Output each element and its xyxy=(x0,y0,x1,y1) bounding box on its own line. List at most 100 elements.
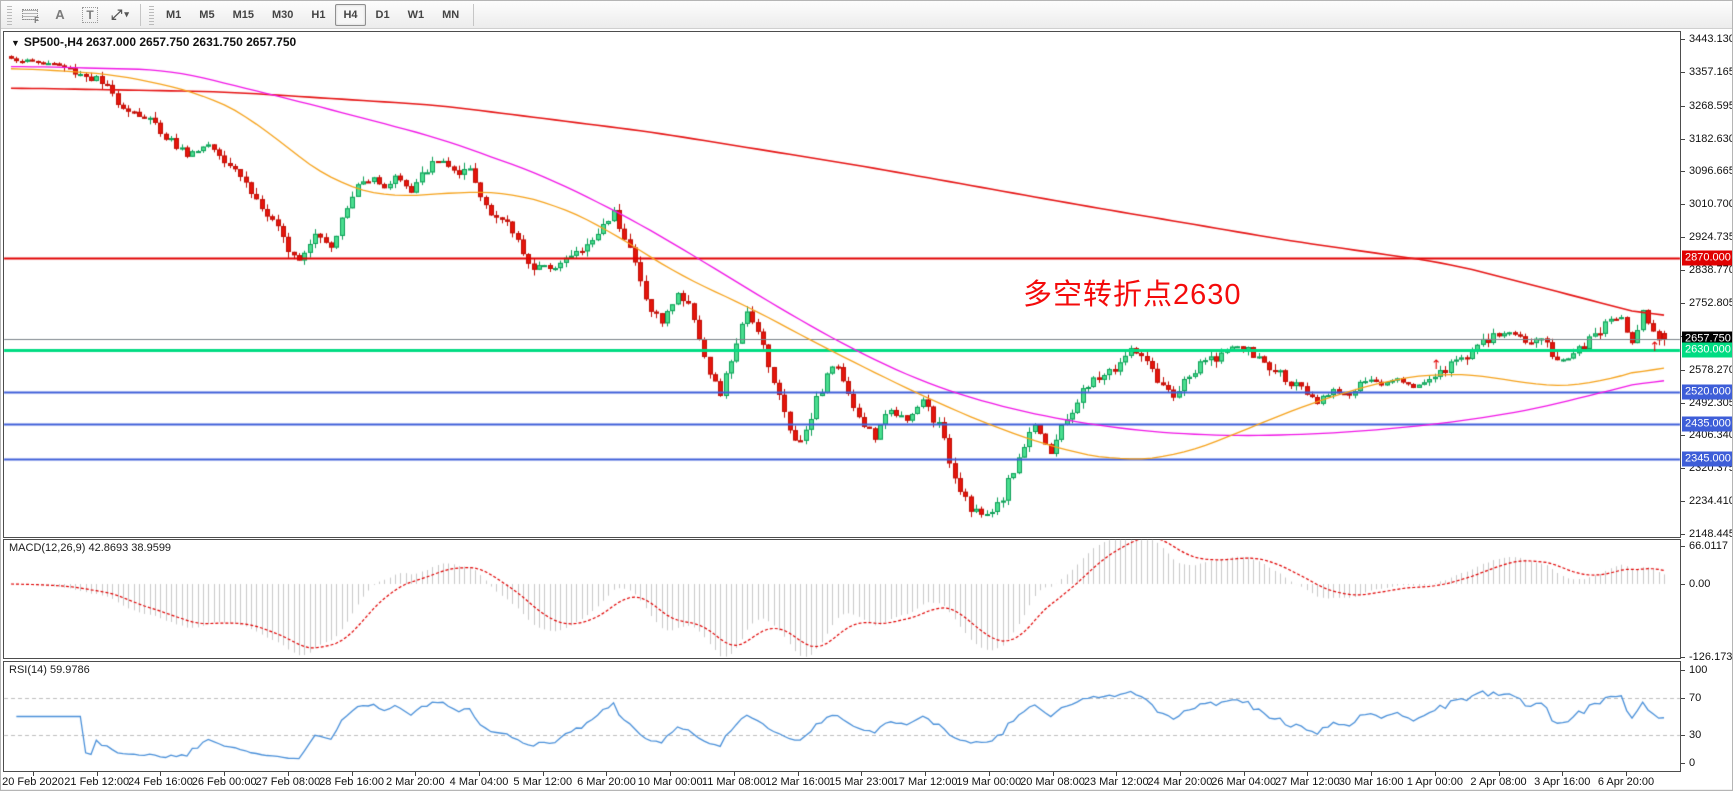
time-tick-mark xyxy=(606,772,608,776)
time-tick-label: 3 Apr 16:00 xyxy=(1534,776,1591,788)
time-tick-mark xyxy=(287,772,289,776)
price-level-label: 2630.000 xyxy=(1682,342,1732,358)
axis-tick-mark xyxy=(1681,468,1685,470)
axis-tick-mark xyxy=(1681,402,1685,404)
axis-tick-mark xyxy=(1681,138,1685,140)
macd-indicator-label: MACD(12,26,9) 42.8693 38.9599 xyxy=(9,542,172,554)
axis-tick-mark xyxy=(1681,501,1685,503)
time-tick-mark xyxy=(1562,772,1564,776)
price-axis[interactable]: 3443.130 3357.165 3268.595 3182.630 3096.665… xyxy=(1681,31,1733,772)
time-tick-mark xyxy=(988,772,990,776)
time-tick-mark xyxy=(1626,772,1627,776)
time-tick-mark xyxy=(160,772,162,776)
axis-tick-mark xyxy=(1681,105,1685,107)
price-tick-label: 2752.805 xyxy=(1689,296,1733,309)
axis-tick-mark xyxy=(1681,237,1685,239)
axis-tick-mark xyxy=(1681,735,1685,737)
time-tick-label: 19 Mar 00:00 xyxy=(956,776,1022,788)
price-level-label: 2870.000 xyxy=(1682,250,1732,266)
axis-tick-mark xyxy=(1681,39,1685,40)
time-tick-label: 11 Mar 08:00 xyxy=(701,776,766,788)
price-tick-label: 2148.445 xyxy=(1689,528,1733,540)
time-tick-mark xyxy=(479,772,481,776)
time-tick-mark xyxy=(542,772,544,776)
time-tick-mark xyxy=(1116,772,1118,776)
axis-tick-mark xyxy=(1681,763,1685,764)
symbol-title: ▼ SP500-,H4 2637.000 2657.750 2631.750 26… xyxy=(11,35,296,49)
axis-tick-mark xyxy=(1681,204,1685,206)
price-tick-label: 3010.700 xyxy=(1689,198,1733,211)
time-tick-mark xyxy=(33,772,34,776)
time-tick-label: 6 Apr 20:00 xyxy=(1597,776,1655,788)
axis-tick-mark xyxy=(1681,534,1685,535)
axis-tick-mark xyxy=(1681,656,1685,658)
price-tick-label: 2924.735 xyxy=(1689,231,1733,244)
time-tick-label: 20 Feb 2020 xyxy=(2,776,64,788)
time-tick-label: 23 Mar 12:00 xyxy=(1083,776,1149,788)
axis-tick-mark xyxy=(1681,697,1685,699)
time-tick-label: 28 Feb 16:00 xyxy=(319,776,385,788)
axis-tick-mark xyxy=(1681,584,1685,585)
price-tick-label: 3443.130 xyxy=(1689,33,1733,45)
time-tick-mark xyxy=(1052,772,1054,776)
time-tick-mark xyxy=(861,772,863,776)
axis-tick-mark xyxy=(1681,302,1685,304)
time-tick-mark xyxy=(1307,772,1309,776)
price-tick-label: 2406.340 xyxy=(1689,429,1733,442)
time-tick-label: 17 Mar 12:00 xyxy=(892,776,958,788)
annotation-text[interactable]: 多空转折点2630 xyxy=(1023,279,1242,311)
axis-tick-mark xyxy=(1681,670,1685,671)
price-tick-label: 66.0117 xyxy=(1689,539,1728,552)
time-tick-label: 10 Mar 00:00 xyxy=(637,776,703,788)
time-tick-mark xyxy=(733,772,735,776)
price-tick-label: 70 xyxy=(1689,691,1702,704)
time-tick-mark xyxy=(96,772,98,776)
time-tick-label: 20 Mar 08:00 xyxy=(1020,776,1085,788)
time-tick-label: 15 Mar 23:00 xyxy=(828,776,894,788)
title-dropdown-icon[interactable]: ▼ xyxy=(11,38,20,48)
time-tick-label: 21 Feb 12:00 xyxy=(64,776,130,788)
time-tick-label: 26 Mar 04:00 xyxy=(1211,776,1277,788)
time-tick-mark xyxy=(1243,772,1245,776)
price-level-label: 2345.000 xyxy=(1682,451,1732,467)
time-tick-label: 1 Apr 00:00 xyxy=(1406,776,1463,788)
time-tick-label: 26 Feb 00:00 xyxy=(191,776,257,788)
time-tick-label: 24 Feb 16:00 xyxy=(128,776,193,788)
axis-tick-mark xyxy=(1681,545,1685,547)
rsi-indicator-label: RSI(14) 59.9786 xyxy=(9,664,90,676)
axis-tick-mark xyxy=(1681,171,1685,173)
axis-tick-mark xyxy=(1681,270,1685,272)
time-tick-label: 4 Mar 04:00 xyxy=(449,776,509,788)
time-tick-mark xyxy=(224,772,226,776)
price-tick-label: 3268.595 xyxy=(1689,99,1733,112)
time-tick-mark xyxy=(925,772,927,776)
time-axis[interactable]: 20 Feb 2020 21 Feb 12:00 24 Feb 16:00 26 Fe… xyxy=(2,772,1732,789)
price-tick-label: 2234.410 xyxy=(1689,495,1733,508)
price-tick-label: 0.00 xyxy=(1689,578,1711,590)
price-tick-label: 3357.165 xyxy=(1689,65,1733,78)
time-tick-label: 27 Feb 08:00 xyxy=(255,776,321,788)
time-tick-label: 12 Mar 16:00 xyxy=(765,776,831,788)
time-tick-label: 27 Mar 12:00 xyxy=(1274,776,1340,788)
symbol-ohlc-text: SP500-,H4 2637.000 2657.750 2631.750 265… xyxy=(23,35,297,49)
price-tick-label: -126.173 xyxy=(1689,650,1733,663)
axis-tick-mark xyxy=(1681,435,1685,437)
price-tick-label: 30 xyxy=(1689,729,1702,742)
time-tick-label: 5 Mar 12:00 xyxy=(513,776,573,788)
time-tick-label: 6 Mar 20:00 xyxy=(577,776,636,788)
time-tick-mark xyxy=(797,772,799,776)
time-tick-mark xyxy=(1434,772,1436,776)
time-tick-label: 2 Apr 08:00 xyxy=(1470,776,1527,788)
price-level-label: 2520.000 xyxy=(1682,384,1732,400)
axis-tick-mark xyxy=(1681,369,1685,371)
axis-tick-mark xyxy=(1681,71,1685,73)
price-level-label: 2435.000 xyxy=(1682,416,1732,432)
time-tick-mark xyxy=(1179,772,1181,776)
price-tick-label: 3182.630 xyxy=(1689,132,1733,145)
time-tick-mark xyxy=(1498,772,1500,776)
time-tick-label: 2 Mar 20:00 xyxy=(385,776,445,788)
price-tick-label: 2492.305 xyxy=(1689,396,1733,409)
time-tick-label: 30 Mar 16:00 xyxy=(1338,776,1404,788)
